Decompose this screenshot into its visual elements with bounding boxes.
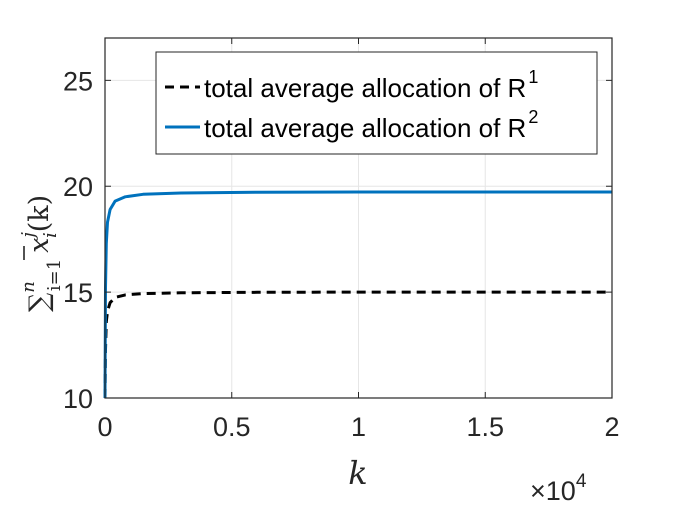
y-label-var: x [24,238,55,253]
y-label-sum: ∑ [24,293,55,312]
x-tick-label: 0 [97,412,112,442]
legend-box [155,51,598,155]
x-tick-label: 1.5 [466,412,504,442]
y-tick-label: 15 [63,278,93,308]
x-tick-label: 2 [604,412,619,442]
y-label-var-sub: i [40,232,61,238]
svg-text:∑ni=1xji(k): ∑n i=1 xji(k) [18,195,65,312]
legend-label-series-1-sup: 1 [528,67,538,87]
tick-labels: 0 0.5 1 1.5 2 10 15 20 25 [63,66,620,442]
series-line-2 [103,190,612,399]
axis-ticks [104,38,613,399]
y-tick-label: 20 [63,172,93,202]
x-tick-label: 0.5 [213,412,251,442]
x-multiplier-base: ×10 [530,476,576,506]
x-tick-label: 1 [351,412,366,442]
y-tick-label: 10 [63,384,93,414]
y-label-arg: (k) [24,195,55,232]
y-label-sum-sub: i=1 [44,259,65,291]
legend-label-series-2-text: total average allocation of R [204,113,526,143]
y-label-sum-sup: n [18,281,39,293]
series-layer [103,190,612,399]
x-axis-multiplier: ×104 [530,471,587,506]
legend-label-series-1-text: total average allocation of R [204,73,526,103]
x-multiplier-exponent: 4 [576,471,587,492]
y-label-var-sup: j [18,232,39,242]
y-axis-label: ∑n i=1 xji(k) [18,195,65,312]
y-tick-label: 25 [63,66,93,96]
legend-label-series-2-sup: 2 [528,107,538,127]
x-axis-label: k [348,454,367,492]
